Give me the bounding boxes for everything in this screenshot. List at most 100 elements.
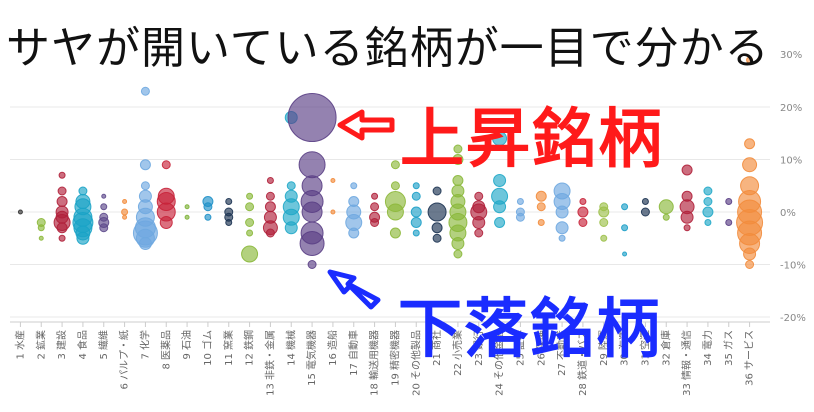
data-point bbox=[725, 198, 733, 205]
data-point bbox=[75, 194, 91, 209]
data-point bbox=[56, 222, 68, 234]
data-point bbox=[681, 190, 693, 202]
y-axis-ticks: 20% 10% 0% -10% -20% 30% bbox=[780, 50, 806, 324]
x-axis-ticks bbox=[19, 322, 751, 327]
x-tick-label: 7 化学 bbox=[138, 330, 151, 360]
data-point bbox=[432, 186, 442, 196]
data-point bbox=[301, 201, 323, 223]
data-point bbox=[493, 200, 507, 214]
data-point bbox=[515, 212, 525, 222]
x-tick-label: 26 保険 bbox=[534, 330, 547, 366]
data-point bbox=[516, 198, 524, 205]
data-point bbox=[265, 191, 275, 201]
x-tick-label: 6 パルプ・紙 bbox=[118, 330, 131, 390]
x-tick-label: 3 建設 bbox=[55, 330, 68, 360]
x-tick-label: 30 海運 bbox=[618, 330, 631, 366]
data-point bbox=[139, 159, 151, 171]
data-point bbox=[578, 218, 588, 227]
callout-falling: 下落銘柄 bbox=[398, 293, 662, 367]
data-point bbox=[555, 205, 569, 219]
data-point bbox=[742, 157, 758, 173]
data-point bbox=[390, 181, 400, 191]
data-point bbox=[451, 184, 465, 198]
data-point bbox=[298, 151, 326, 179]
y-tick-label: 10% bbox=[780, 156, 802, 167]
x-tick-label: 27 不動産 bbox=[555, 330, 568, 376]
x-tick-label: 8 医薬品 bbox=[160, 330, 172, 370]
data-point bbox=[702, 206, 714, 218]
x-tick-label: 16 造船 bbox=[326, 330, 339, 366]
data-point bbox=[245, 202, 255, 212]
data-point bbox=[284, 189, 298, 203]
data-point bbox=[246, 192, 254, 200]
data-point bbox=[266, 177, 274, 184]
x-tick-label: 15 電気機器 bbox=[305, 330, 318, 386]
data-point bbox=[287, 93, 337, 142]
x-tick-label: 13 非鉄・金属 bbox=[263, 330, 276, 396]
data-point bbox=[99, 212, 109, 222]
data-point bbox=[225, 198, 233, 205]
data-point bbox=[57, 186, 67, 196]
x-tick-label: 28 鉄道・バス bbox=[576, 330, 589, 396]
y-tick-label: 20% bbox=[780, 103, 802, 114]
data-point bbox=[427, 202, 447, 222]
data-point bbox=[58, 234, 66, 242]
data-point bbox=[330, 178, 336, 183]
data-point bbox=[555, 221, 569, 235]
data-point bbox=[121, 208, 129, 216]
x-axis-labels: 1 水産 2 鉱業 3 建設 4 食品 5 繊維 6 パルプ・紙 7 化学 8 医薬品 9 石油… bbox=[13, 330, 755, 396]
data-point bbox=[122, 199, 128, 204]
data-point bbox=[286, 181, 296, 191]
x-tick-label: 35 ガス bbox=[723, 330, 735, 366]
x-tick-label: 31 空運 bbox=[638, 330, 651, 366]
data-point bbox=[140, 86, 150, 96]
x-tick-label: 33 情報・通信 bbox=[680, 330, 693, 396]
data-point bbox=[58, 171, 66, 179]
data-point bbox=[410, 206, 422, 218]
callout-rising: 上昇銘柄 bbox=[400, 103, 664, 177]
data-point bbox=[621, 203, 629, 211]
x-tick-label: 23 銀行 bbox=[472, 330, 485, 366]
x-tick-label: 9 石油 bbox=[180, 330, 193, 360]
data-point bbox=[307, 260, 317, 269]
data-point bbox=[640, 207, 650, 217]
data-point bbox=[411, 191, 421, 201]
data-point bbox=[157, 187, 175, 205]
data-point bbox=[703, 186, 713, 196]
data-point bbox=[536, 202, 546, 212]
data-point bbox=[432, 233, 442, 243]
data-point bbox=[284, 221, 298, 235]
data-point bbox=[474, 228, 484, 238]
data-point bbox=[577, 206, 589, 218]
data-point bbox=[245, 218, 255, 227]
data-point bbox=[599, 202, 609, 212]
data-point bbox=[622, 251, 628, 257]
data-point bbox=[17, 209, 23, 215]
data-point bbox=[371, 192, 379, 200]
x-tick-label: 19 精密機器 bbox=[388, 330, 401, 386]
data-point bbox=[412, 229, 420, 237]
data-point bbox=[683, 224, 691, 232]
data-point bbox=[300, 221, 324, 245]
data-point bbox=[641, 198, 649, 205]
x-tick-label: 24 その他金融 bbox=[493, 330, 506, 396]
data-point bbox=[100, 203, 108, 211]
x-tick-label: 36 サービス bbox=[744, 330, 756, 386]
data-point bbox=[78, 186, 88, 196]
data-point bbox=[99, 223, 109, 233]
x-tick-label: 18 輸送用機器 bbox=[368, 330, 381, 396]
data-point bbox=[681, 164, 693, 176]
y-tick-label: -20% bbox=[780, 313, 806, 324]
data-point bbox=[241, 245, 259, 263]
data-point bbox=[348, 227, 360, 239]
data-point bbox=[38, 235, 44, 241]
data-point bbox=[725, 219, 733, 226]
data-point bbox=[386, 203, 404, 221]
x-tick-label: 2 鉱業 bbox=[34, 330, 47, 360]
data-point bbox=[348, 196, 360, 207]
data-point bbox=[264, 201, 276, 213]
data-point bbox=[37, 224, 45, 232]
data-point bbox=[370, 202, 380, 212]
data-point bbox=[493, 174, 507, 187]
